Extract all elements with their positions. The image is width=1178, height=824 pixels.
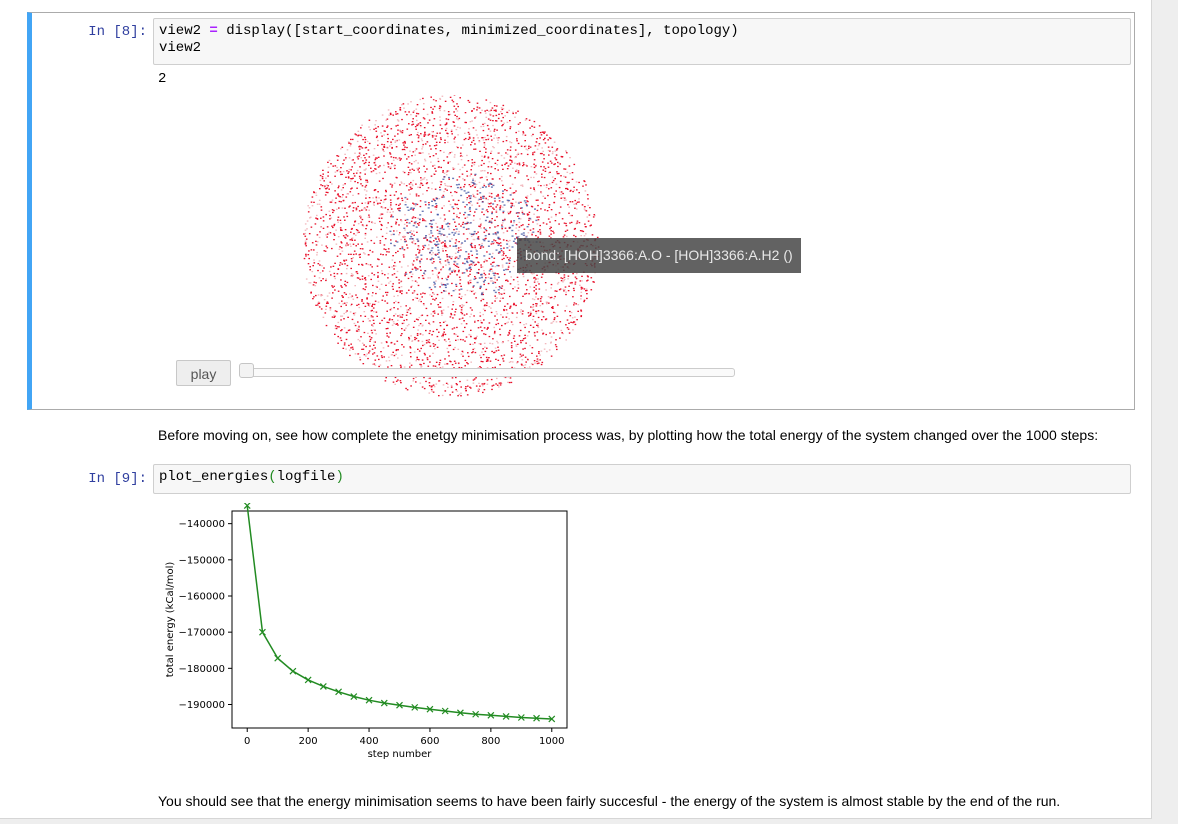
data-point-marker bbox=[517, 714, 525, 721]
code-func: plot_energies bbox=[159, 469, 269, 485]
data-point-marker bbox=[304, 676, 312, 684]
code-paren: ( bbox=[268, 469, 277, 485]
cell-9-code-input[interactable]: plot_energies(logfile) bbox=[153, 464, 1131, 494]
code-text: view2 bbox=[159, 23, 210, 39]
data-point-marker bbox=[456, 709, 464, 717]
cell-8-code-input[interactable]: view2 = display([start_coordinates, mini… bbox=[153, 18, 1131, 65]
markdown-text: Before moving on, see how complete the e… bbox=[158, 427, 1099, 443]
frame-slider-handle[interactable] bbox=[239, 363, 254, 378]
data-point-marker bbox=[472, 710, 480, 718]
code-cell-selected[interactable] bbox=[27, 12, 1135, 410]
code-text: view2 bbox=[159, 40, 202, 56]
data-point-marker bbox=[274, 654, 282, 662]
x-tick-label: 800 bbox=[481, 736, 500, 747]
data-point-marker bbox=[533, 714, 540, 722]
code-operator: = bbox=[209, 23, 218, 39]
code-text: display([start_coordinates, minimized_co… bbox=[217, 23, 739, 39]
x-axis-label: step number bbox=[368, 749, 433, 760]
data-point-marker bbox=[335, 688, 343, 696]
data-point-marker bbox=[365, 696, 373, 704]
code-paren: ) bbox=[335, 469, 344, 485]
data-point-marker bbox=[396, 701, 403, 709]
play-button[interactable]: play bbox=[176, 360, 231, 386]
y-tick-label: −170000 bbox=[178, 628, 225, 639]
y-tick-label: −190000 bbox=[178, 700, 225, 711]
y-tick-label: −180000 bbox=[178, 664, 225, 675]
data-point-marker bbox=[426, 705, 434, 713]
x-tick-label: 600 bbox=[420, 736, 439, 747]
plot-frame bbox=[231, 510, 568, 729]
y-tick-label: −140000 bbox=[178, 519, 225, 530]
data-point-marker bbox=[350, 693, 358, 700]
data-point-marker bbox=[411, 703, 419, 711]
data-point-marker bbox=[502, 713, 510, 720]
frame-slider-track[interactable] bbox=[240, 368, 735, 377]
data-point-marker bbox=[380, 699, 388, 707]
molecule-viewer[interactable] bbox=[290, 95, 610, 405]
y-tick-label: −150000 bbox=[178, 555, 225, 566]
bond-tooltip: bond: [HOH]3366:A.O - [HOH]3366:A.H2 () bbox=[517, 238, 801, 273]
markdown-text: You should see that the energy minimisat… bbox=[158, 793, 1061, 809]
x-tick-label: 400 bbox=[359, 736, 378, 747]
data-point-marker bbox=[441, 707, 449, 715]
data-point-marker bbox=[243, 503, 251, 509]
data-point-marker bbox=[319, 682, 327, 690]
protein-atoms bbox=[389, 173, 542, 296]
y-axis-label: total energy (kCal/mol) bbox=[165, 562, 176, 678]
code-arg: logfile bbox=[276, 469, 336, 485]
data-point-marker bbox=[487, 711, 495, 719]
x-tick-label: 1000 bbox=[539, 736, 564, 747]
energy-chart: 0 200 400 600 800 1000 −140000 −150000 −160000 −1… bbox=[165, 503, 568, 760]
data-point-marker bbox=[289, 667, 297, 675]
cell-9-prompt: In [9]: bbox=[88, 471, 147, 487]
x-tick-label: 0 bbox=[244, 736, 250, 747]
notebook-container: In [8]: view2 = display([start_coordinat… bbox=[0, 0, 1152, 819]
y-tick-label: −160000 bbox=[178, 591, 225, 602]
cell-8-prompt: In [8]: bbox=[88, 24, 147, 40]
x-tick-label: 200 bbox=[299, 736, 318, 747]
data-point-marker bbox=[548, 715, 556, 723]
cell-8-output-text: 2 bbox=[158, 71, 167, 87]
data-point-marker bbox=[259, 628, 266, 636]
